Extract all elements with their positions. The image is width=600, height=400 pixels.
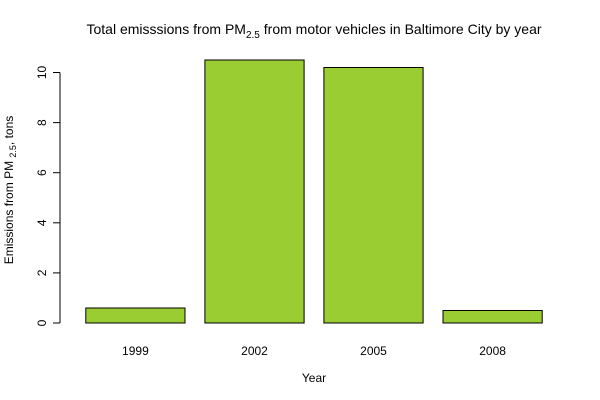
bars-layer — [85, 59, 543, 324]
y-axis-label-subscript: 2.5 — [8, 145, 18, 158]
y-axis-label-suffix: , tons — [2, 116, 16, 145]
x-axis-label: Year — [302, 371, 326, 385]
x-tick-label-2002: 2002 — [241, 344, 268, 358]
chart-title-prefix: Total emisssions from PM — [86, 21, 245, 37]
bar-2008 — [442, 310, 543, 324]
chart-title-suffix: from motor vehicles in Baltimore City by… — [260, 21, 542, 37]
y-tick-label-4: 4 — [35, 219, 49, 226]
y-axis-label-prefix: Emissions from PM — [2, 158, 16, 265]
x-tick-label-2008: 2008 — [479, 344, 506, 358]
y-axis-label: Emissions from PM 2.5, tons — [2, 116, 18, 265]
x-axis-categories: 1999 2002 2005 2008 — [122, 344, 506, 358]
chart-title: Total emisssions from PM2.5 from motor v… — [86, 21, 541, 41]
y-tick-label-8: 8 — [35, 119, 49, 126]
chart-title-subscript: 2.5 — [246, 30, 260, 41]
y-axis: 0 2 4 6 8 10 — [35, 66, 61, 326]
y-tick-label-2: 2 — [35, 269, 49, 276]
bar-2005 — [323, 67, 424, 324]
y-tick-label-10: 10 — [35, 66, 49, 80]
y-tick-label-6: 6 — [35, 169, 49, 176]
x-tick-label-1999: 1999 — [122, 344, 149, 358]
y-tick-label-0: 0 — [35, 319, 49, 326]
x-tick-label-2005: 2005 — [360, 344, 387, 358]
bar-1999 — [85, 307, 186, 324]
bar-2002 — [204, 59, 305, 324]
